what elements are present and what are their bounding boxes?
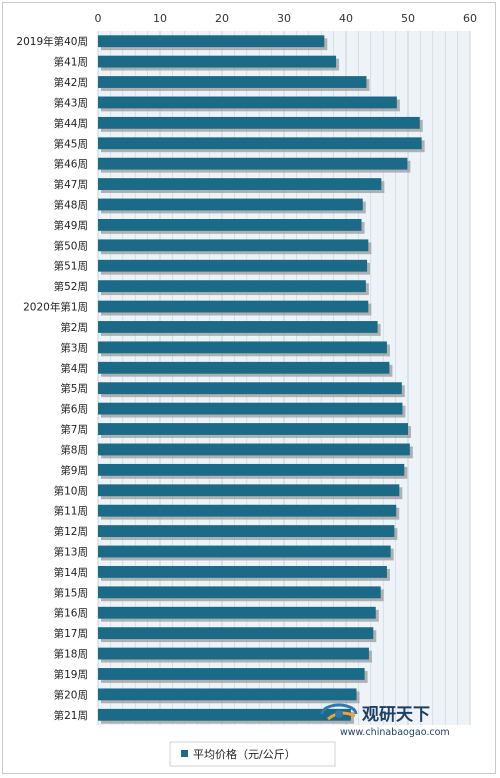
x-tick-label: 30 [277,12,291,25]
bar [98,647,369,660]
bar [98,627,374,640]
category-label: 第11周 [54,505,88,518]
bar [98,688,357,701]
bar [98,382,402,395]
category-label: 第12周 [54,525,88,538]
watermark-logo: 观研天下 www.chinabaogao.com [320,703,450,738]
y-axis-categories: 2019年第40周第41周第42周第43周第44周第45周第46周第47周第48… [16,35,88,722]
x-tick-label: 50 [401,12,415,25]
bar [98,280,366,293]
legend-label: 平均价格（元/公斤） [193,747,296,761]
bar [98,423,408,435]
bar [98,668,365,680]
category-label: 第43周 [54,96,88,109]
bar [98,402,403,415]
bar [98,35,325,48]
category-label: 第41周 [54,56,88,69]
category-label: 第45周 [54,137,88,150]
category-label: 第44周 [54,117,88,130]
logo-text: 观研天下 [361,705,430,725]
bar [98,76,367,88]
category-label: 第5周 [60,382,88,395]
category-label: 第20周 [54,688,88,701]
bar [98,708,351,721]
category-label: 第48周 [54,199,88,212]
x-tick-label: 0 [95,12,102,25]
category-label: 第51周 [54,260,88,273]
bar [98,259,368,272]
category-label: 第2周 [60,321,88,334]
bar [98,55,337,68]
bar [98,178,382,191]
logo-url: www.chinabaogao.com [340,727,450,738]
bar [98,504,397,517]
category-label: 第21周 [54,709,88,722]
bar [98,300,369,313]
category-label: 第19周 [54,668,88,681]
category-label: 第14周 [54,566,88,579]
category-label: 第8周 [60,443,88,456]
bar [98,565,387,578]
category-label: 第6周 [60,403,88,416]
bar [98,586,381,599]
category-label: 第47周 [54,178,88,191]
bar [98,341,387,354]
bar [98,96,397,109]
category-label: 2019年第40周 [16,35,88,48]
bar [98,484,400,497]
bars [98,35,425,724]
bar [98,198,363,211]
x-tick-label: 60 [463,12,477,25]
category-label: 第52周 [54,280,88,293]
category-label: 第50周 [54,239,88,252]
bar [98,157,408,170]
category-label: 第15周 [54,586,88,599]
bar [98,443,410,456]
bar [98,463,405,476]
category-label: 第16周 [54,607,88,620]
category-label: 第9周 [60,464,88,477]
bar [98,137,422,150]
x-tick-label: 20 [215,12,229,25]
category-label: 第46周 [54,158,88,171]
category-label: 第10周 [54,484,88,497]
bar [98,116,420,129]
bar [98,545,391,558]
bar [98,361,390,374]
category-label: 第13周 [54,546,88,559]
x-axis-ticks: 0 10 20 30 40 50 60 [95,12,478,25]
x-tick-label: 40 [339,12,353,25]
x-tick-label: 10 [153,12,167,25]
legend: 平均价格（元/公斤） [169,741,336,767]
category-label: 第17周 [54,627,88,640]
category-label: 第42周 [54,76,88,89]
bar [98,606,376,619]
bar [98,218,362,231]
category-label: 第4周 [60,362,88,375]
bar [98,525,395,538]
bar [98,239,369,252]
category-label: 第18周 [54,648,88,661]
category-label: 第7周 [60,423,88,436]
category-label: 第3周 [60,341,88,354]
bar [98,321,378,333]
legend-swatch [181,750,188,757]
category-label: 2020年第1周 [23,301,88,314]
category-label: 第49周 [54,219,88,232]
logo-icon [320,703,358,721]
